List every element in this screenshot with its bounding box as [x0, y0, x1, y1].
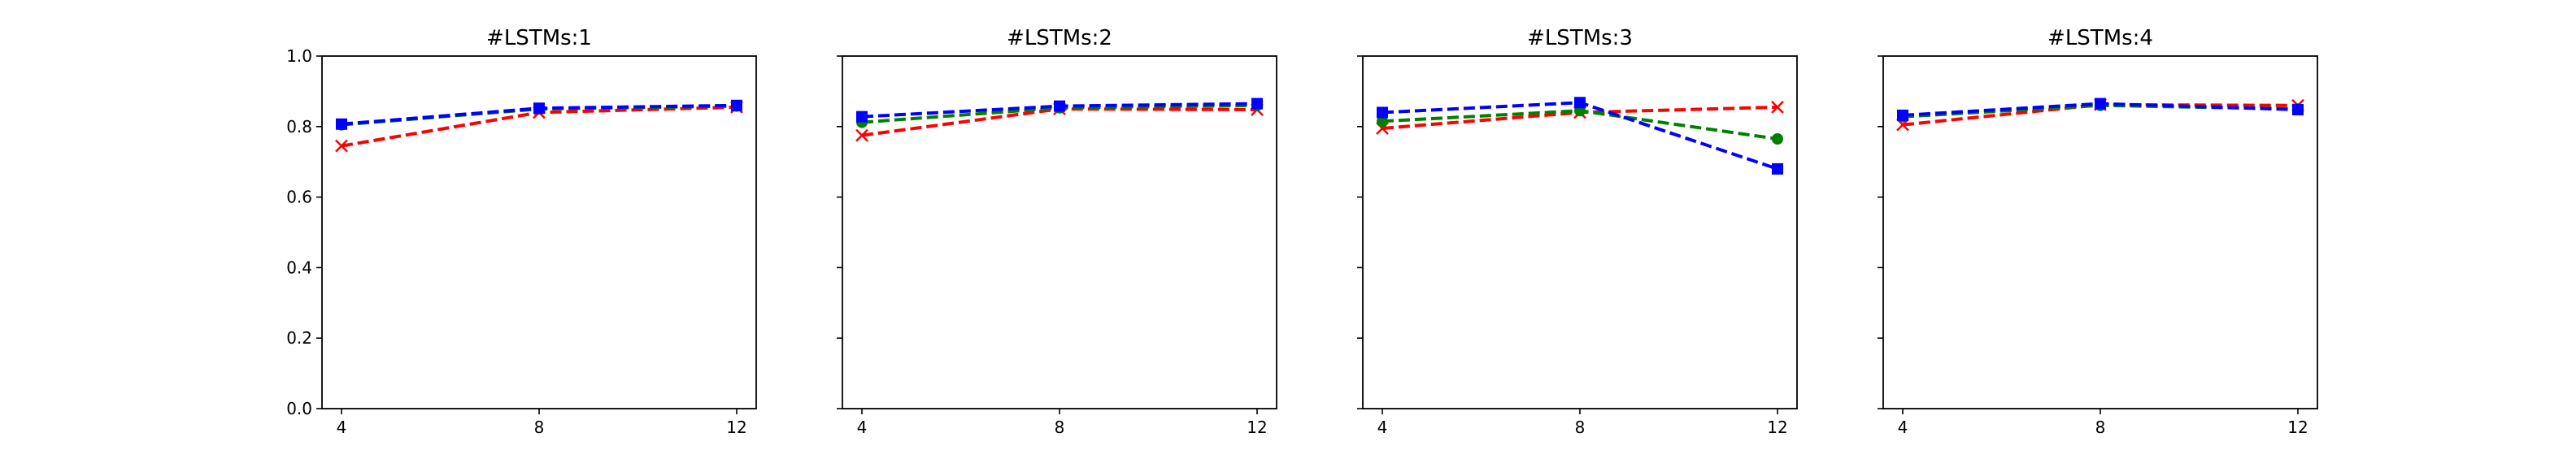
x-tick-label: 4 [1377, 418, 1388, 437]
data-point-x [335, 139, 348, 153]
data-point-square [856, 110, 868, 123]
chart-title: #LSTMs:2 [1007, 26, 1112, 50]
y-tick-label: 0.2 [286, 328, 312, 348]
chart-title: #LSTMs:4 [2047, 26, 2153, 50]
chart-title: #LSTMs:3 [1527, 26, 1633, 50]
x-tick-label: 4 [857, 418, 868, 437]
data-point-square [2095, 97, 2106, 110]
x-tick-label: 8 [1055, 418, 1065, 437]
data-point-square [1897, 109, 1908, 121]
data-point-x [855, 128, 868, 142]
data-point-square [1377, 106, 1388, 119]
x-tick-label: 8 [2095, 418, 2106, 437]
data-point-circle [1772, 132, 1783, 145]
y-tick-label: 0.6 [286, 188, 312, 207]
x-tick-label: 8 [1575, 418, 1586, 437]
y-tick-label: 1.0 [286, 46, 312, 66]
x-tick-label: 4 [1898, 418, 1908, 437]
data-point-circle [1377, 115, 1388, 128]
x-tick-label: 12 [1767, 418, 1787, 437]
x-tick-label: 12 [726, 418, 746, 437]
y-tick-label: 0.4 [286, 258, 312, 277]
data-point-x [1896, 118, 1909, 132]
axes-frame [1882, 55, 2318, 409]
data-point-square [2292, 103, 2304, 115]
x-tick-label: 8 [534, 418, 545, 437]
data-point-square [1251, 97, 1263, 110]
x-tick-label: 12 [2287, 418, 2308, 437]
axes-frame [842, 55, 1277, 409]
data-point-square [336, 118, 347, 130]
axes-frame [321, 55, 757, 409]
data-point-square [731, 99, 742, 111]
x-tick-label: 4 [337, 418, 347, 437]
y-tick-label: 0.0 [286, 399, 312, 418]
y-tick-label: 0.8 [286, 117, 312, 136]
axes-frame [1362, 55, 1798, 409]
data-point-square [1574, 97, 1586, 109]
x-tick-label: 12 [1247, 418, 1267, 437]
chart-title: #LSTMs:1 [486, 26, 592, 50]
data-point-square [1772, 162, 1783, 175]
data-point-square [1054, 100, 1065, 112]
data-point-x [1771, 101, 1784, 114]
data-point-square [533, 102, 545, 115]
